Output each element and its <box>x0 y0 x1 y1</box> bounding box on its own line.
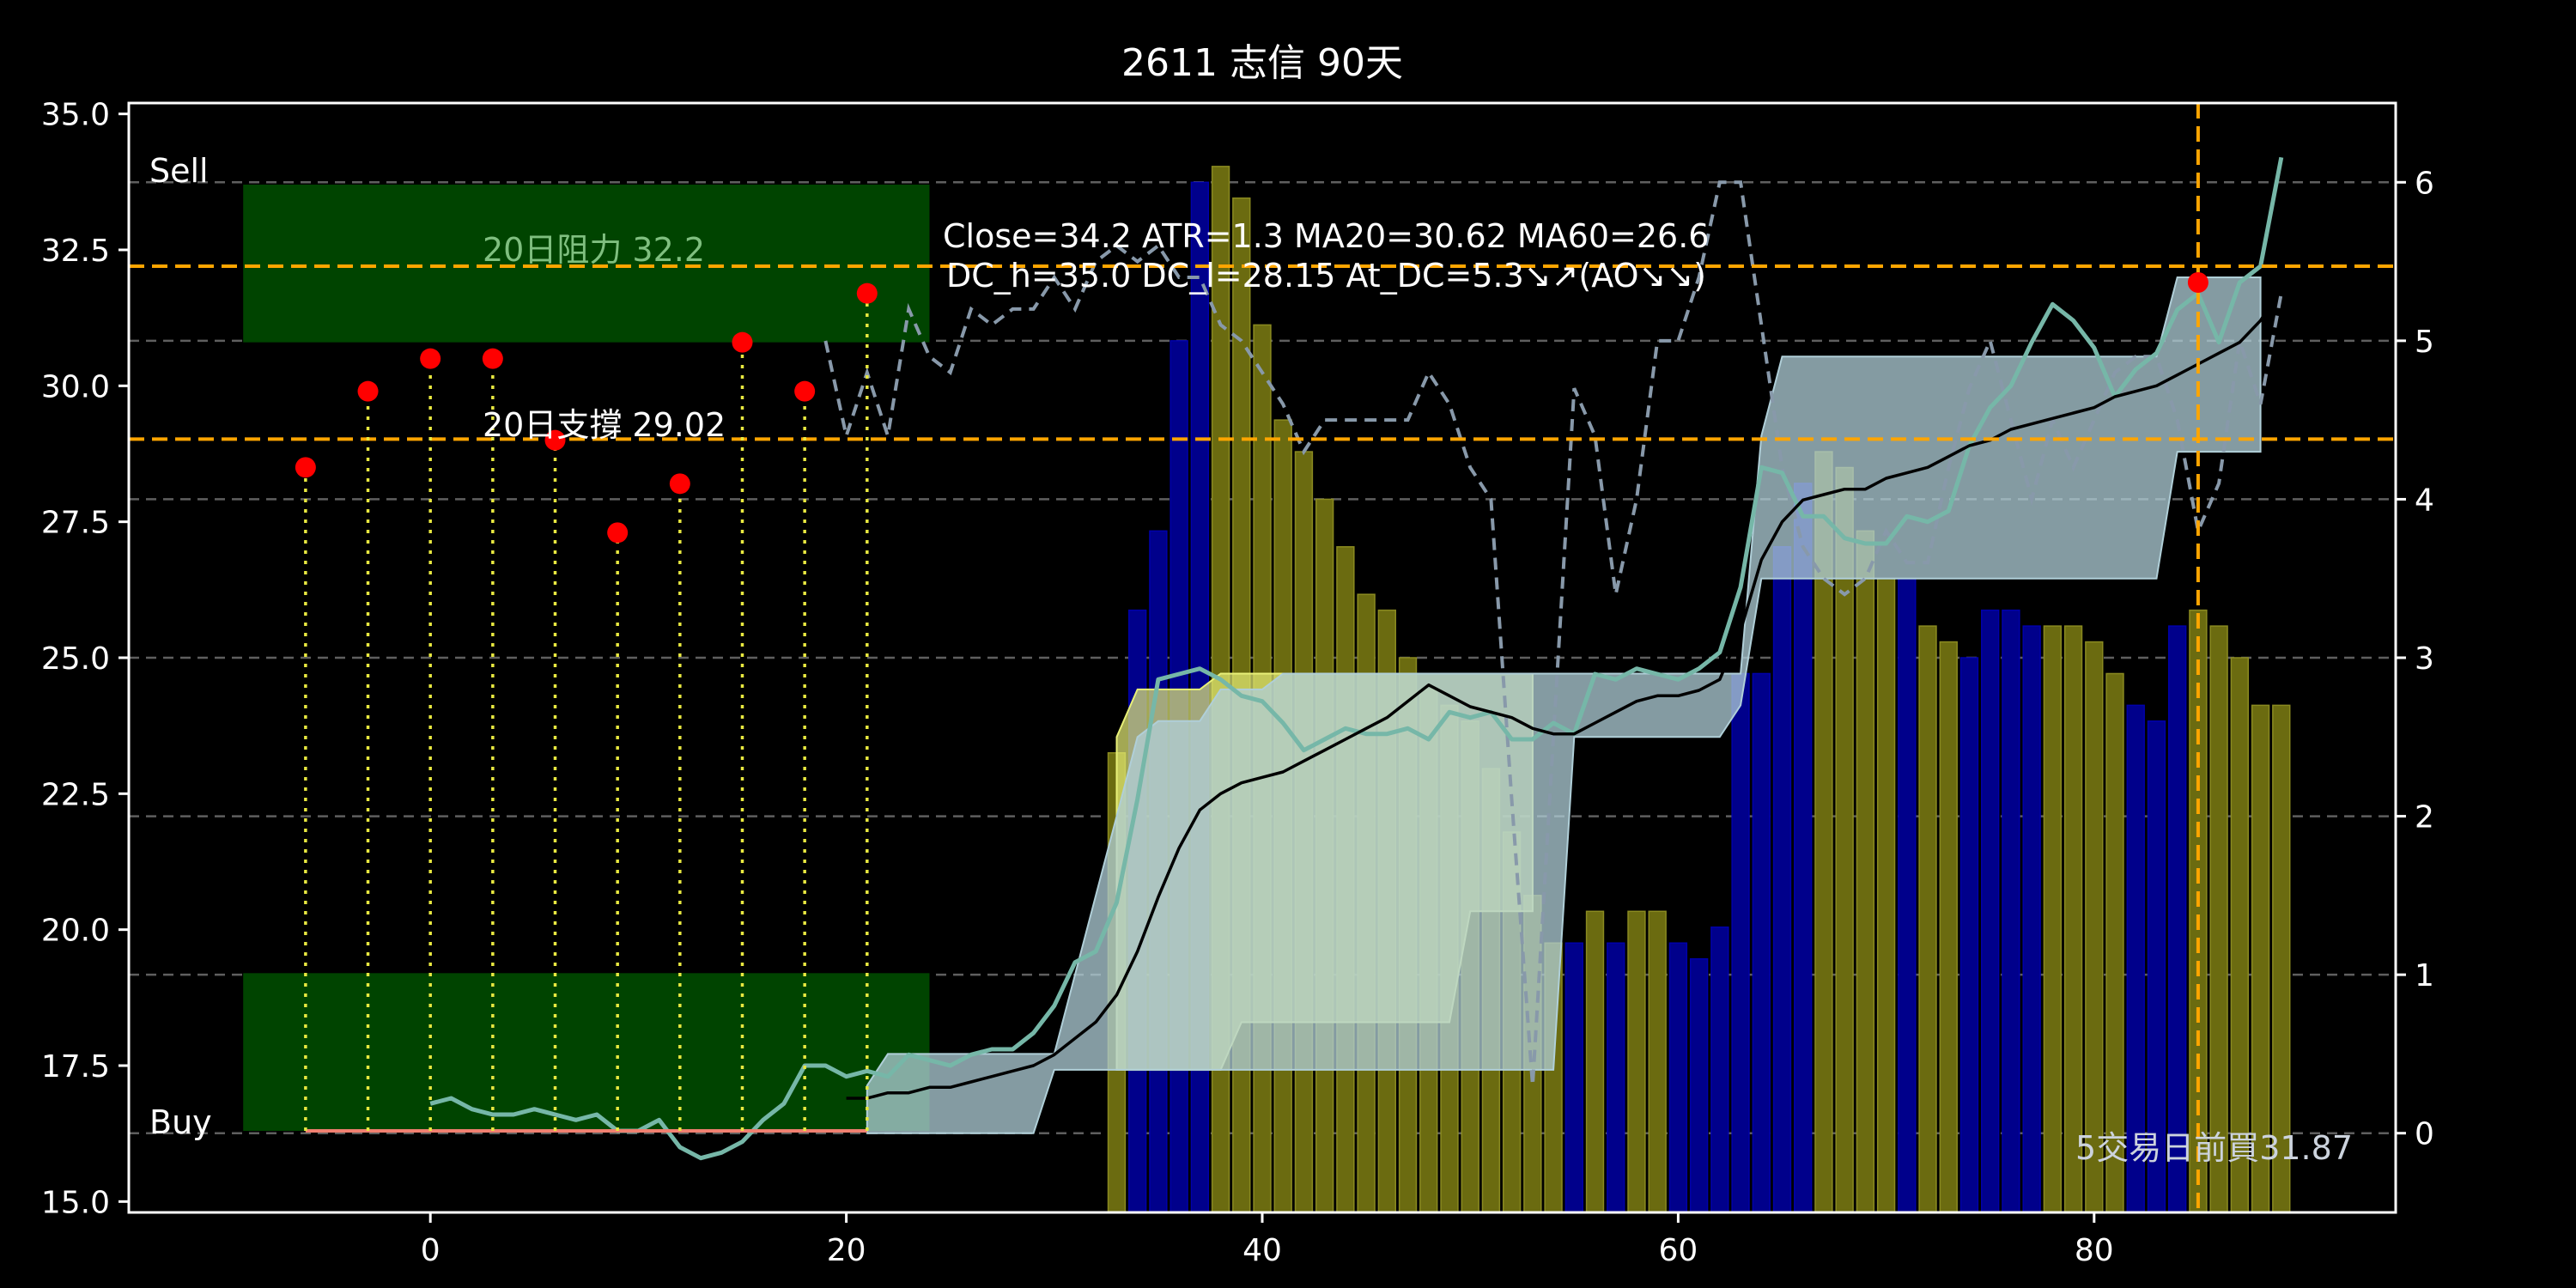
blue-band <box>866 276 2262 1134</box>
x-tick-label: 40 <box>1242 1233 1282 1268</box>
x-tick-label: 60 <box>1658 1233 1698 1268</box>
histogram-bar-negative <box>2002 609 2020 1213</box>
histogram-bar-positive <box>2209 625 2228 1213</box>
buy-label: Buy <box>149 1103 212 1141</box>
histogram-bar-positive <box>2085 641 2104 1213</box>
histogram-bar-positive <box>1939 641 1958 1213</box>
y2-tick-label: 3 <box>2415 641 2434 677</box>
resistance-label: 20日阻力 32.2 <box>483 231 705 269</box>
info-line-2: DC_h=35.0 DC_l=28.15 At_DC=5.3↘↗(AO↘↘) <box>946 257 1706 295</box>
histogram-bar-positive <box>1876 577 1896 1213</box>
y-tick-label: 22.5 <box>41 777 110 812</box>
sell-label: Sell <box>149 152 209 190</box>
y2-tick-label: 0 <box>2415 1117 2434 1152</box>
histogram-bar-negative <box>1752 672 1771 1213</box>
stem-marker <box>357 380 379 402</box>
stem-marker <box>732 331 753 353</box>
y2-tick-label: 4 <box>2415 483 2434 518</box>
stem-marker <box>544 429 566 451</box>
histogram-bar-negative <box>1607 942 1625 1213</box>
y-tick-label: 17.5 <box>41 1049 110 1084</box>
support-label: 20日支撐 29.02 <box>483 406 726 444</box>
histogram-bar-negative <box>1959 657 1979 1213</box>
stem-marker <box>482 348 503 369</box>
histogram-bar-positive <box>1648 910 1667 1213</box>
y2-tick-label: 6 <box>2415 166 2434 201</box>
histogram-bar-positive <box>2043 625 2063 1213</box>
y-tick-label: 27.5 <box>41 506 110 541</box>
x-tick-label: 20 <box>827 1233 866 1268</box>
y-tick-label: 20.0 <box>41 914 110 949</box>
histogram-bar-negative <box>1981 609 2000 1213</box>
y-tick-label: 35.0 <box>41 98 110 133</box>
histogram-bar-negative <box>2022 625 2041 1213</box>
axes: 15.0 17.5 20.0 22.5 25.0 27.5 30.0 32.5 35.0 0 1 2 3… <box>41 98 2434 1268</box>
x-tick-label: 80 <box>2075 1233 2114 1268</box>
histogram-bar-negative <box>1689 957 1709 1213</box>
histogram-bar-positive <box>1585 910 1605 1213</box>
histogram-bar-positive <box>1627 910 1646 1213</box>
stem-marker <box>295 457 316 478</box>
y-tick-label: 30.0 <box>41 369 110 404</box>
zones <box>243 185 930 1131</box>
y-tick-label: 32.5 <box>41 234 110 269</box>
ma-line <box>846 287 2283 1100</box>
sell-zone <box>243 185 930 343</box>
stems <box>295 272 2208 1133</box>
histogram-bar-positive <box>1856 530 1875 1213</box>
histogram-bar-negative <box>2168 625 2187 1213</box>
annotations: Sell Buy 20日阻力 32.2 20日支撐 29.02 Close=34… <box>149 152 2353 1167</box>
stem-marker <box>607 522 629 544</box>
buy-note: 5交易日前買31.87 <box>2075 1129 2353 1167</box>
histogram-bar-negative <box>1772 546 1792 1213</box>
y-tick-label: 25.0 <box>41 641 110 677</box>
x-tick-label: 0 <box>421 1233 440 1268</box>
histogram-bar-negative <box>1731 672 1750 1213</box>
y2-tick-label: 5 <box>2415 325 2434 360</box>
histogram-bar-negative <box>1898 577 1917 1213</box>
histogram-bar-negative <box>1564 942 1583 1213</box>
histogram-bar-positive <box>1918 625 1937 1213</box>
y2-tick-label: 1 <box>2415 958 2434 993</box>
stem-marker <box>420 348 441 369</box>
stem-marker <box>856 283 878 304</box>
histogram-bar-positive <box>2063 625 2083 1213</box>
chart-title: 2611 志信 90天 <box>1121 41 1403 85</box>
y-tick-label: 15.0 <box>41 1185 110 1220</box>
histogram-bar-negative <box>1668 942 1688 1213</box>
buy-zone <box>243 973 930 1131</box>
levels <box>129 103 2396 1212</box>
bands <box>866 276 2262 1134</box>
osc-line <box>823 180 2283 1086</box>
y2-tick-label: 2 <box>2415 800 2434 835</box>
stem-marker <box>669 473 690 495</box>
stem-marker <box>794 380 816 402</box>
histogram-bar-negative <box>1710 927 1729 1213</box>
info-line-1: Close=34.2 ATR=1.3 MA20=30.62 MA60=26.6 <box>943 217 1709 255</box>
osc-series <box>823 180 2283 1086</box>
histogram-bar-positive <box>2189 609 2208 1213</box>
signal-marker <box>2187 272 2208 293</box>
histogram-bar-negative <box>1794 483 1813 1213</box>
